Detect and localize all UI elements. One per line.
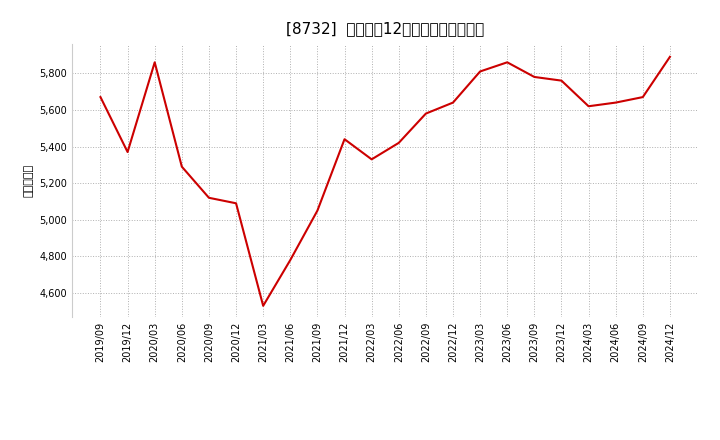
- Y-axis label: （百万円）: （百万円）: [24, 164, 34, 197]
- Title: [8732]  売上高の12か月移動合計の推移: [8732] 売上高の12か月移動合計の推移: [286, 21, 485, 36]
